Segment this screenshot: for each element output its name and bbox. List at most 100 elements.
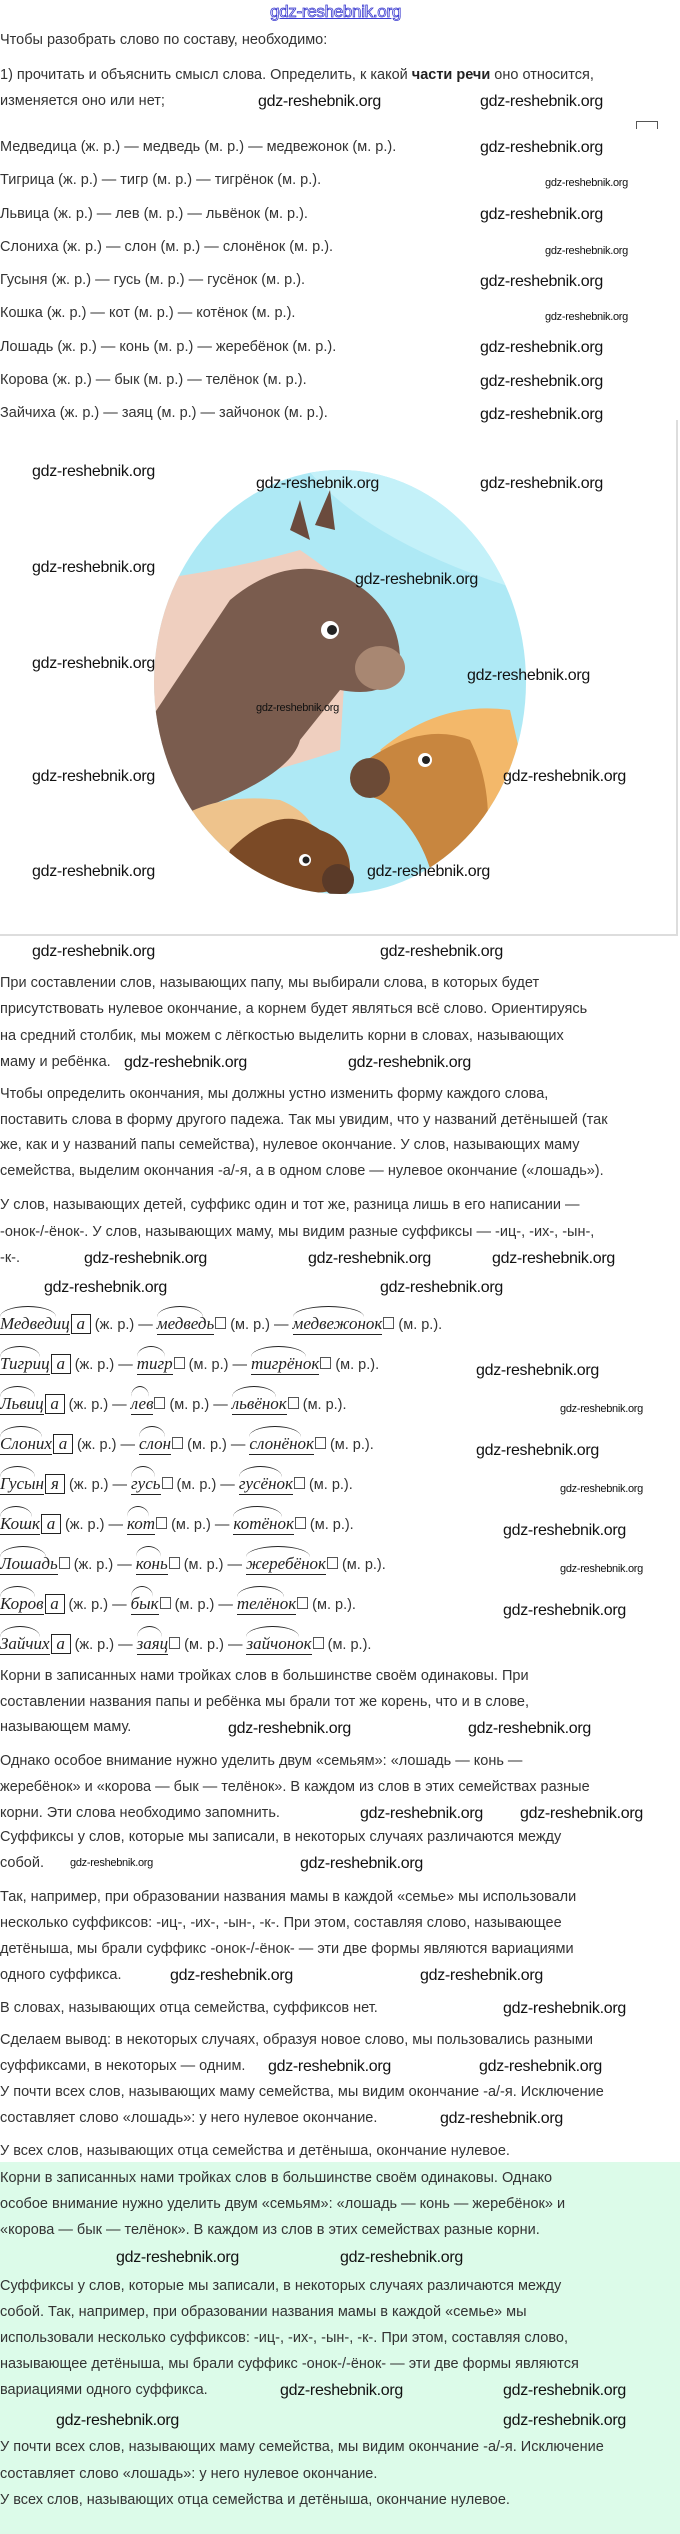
text-line: Львица (ж. р.) — лев (м. р.) — львёнок (… [0, 205, 308, 222]
ending-box: а [40, 1514, 61, 1534]
gender-label: (ж. р.) — [64, 1517, 123, 1533]
watermark: gdz-reshebnik.org [480, 206, 603, 223]
text-line: составляет слово «лошадь»: у него нулево… [0, 2465, 378, 2482]
analyzed-word: телёнок [236, 1586, 309, 1615]
text-line: В словах, называющих отца семейства, суф… [0, 2000, 378, 2016]
horses-illustration [154, 470, 526, 894]
summary-highlight [0, 2162, 680, 2534]
analyzed-word: кот [126, 1506, 168, 1535]
watermark: gdz-reshebnik.org [340, 2249, 463, 2266]
watermark: gdz-reshebnik.org [503, 2382, 626, 2399]
watermark: gdz-reshebnik.org [467, 667, 590, 684]
analyzed-word: лев [130, 1386, 166, 1415]
morpheme-row: Львиц а (ж. р.) — лев (м. р.) — львёнок (м. р.… [0, 1386, 351, 1428]
word-stem: лев [130, 1386, 154, 1415]
text-line: особое внимание нужно уделить двум «семь… [0, 2196, 566, 2212]
clipped-line [0, 121, 680, 127]
gender-label: (м. р.) — [230, 1317, 289, 1333]
text-line: У почти всех слов, называющих маму семей… [0, 2084, 604, 2100]
watermark: gdz-reshebnik.org [228, 1720, 351, 1737]
gender-label: (м. р.). [329, 1437, 374, 1453]
watermark: gdz-reshebnik.org [545, 311, 628, 323]
text-line: Однако особое внимание нужно уделить дву… [0, 1753, 523, 1769]
watermark: gdz-reshebnik.org [480, 406, 603, 423]
zero-ending-box [156, 1517, 168, 1529]
analyzed-word: бык [130, 1586, 171, 1615]
analyzed-word: Медведиц а [0, 1306, 91, 1335]
watermark: gdz-reshebnik.org [56, 2412, 179, 2429]
gender-label: (м. р.). [327, 1637, 372, 1653]
ending-box: а [50, 1634, 71, 1654]
gender-label: (м. р.). [308, 1477, 353, 1493]
text-line: -онок-/-ёнок-. У слов, называющих маму, … [0, 1223, 595, 1240]
paragraph-conclusion: Сделаем вывод: в некоторых случаях, обра… [0, 2028, 680, 2079]
gender-label: (м. р.) — [183, 1557, 243, 1573]
watermark: gdz-reshebnik.org [503, 2412, 626, 2429]
text-line: называющее детёныша, мы брали суффикс -о… [0, 2356, 579, 2372]
watermark: gdz-reshebnik.org [476, 1362, 599, 1379]
analyzed-word: гусь [131, 1466, 173, 1495]
word-stem: Львиц [0, 1386, 44, 1415]
zero-ending-box [287, 1397, 299, 1409]
gender-label: (м. р.). [302, 1397, 347, 1413]
gender-label: (ж. р.) — [68, 1597, 127, 1613]
text-line: Так, например, при образовании названия … [0, 1889, 577, 1905]
text-line: Гусыня (ж. р.) — гусь (м. р.) — гусёнок … [0, 272, 306, 289]
watermark: gdz-reshebnik.org [492, 1250, 615, 1267]
watermark: gdz-reshebnik.org [503, 1602, 626, 1619]
zero-ending-box [294, 1517, 306, 1529]
watermark: gdz-reshebnik.org [116, 2249, 239, 2266]
gender-label: (ж. р.) — [68, 1477, 128, 1493]
text-line: детёныша, мы брали суффикс -онок-/-ёнок-… [0, 1941, 574, 1957]
text-line: У всех слов, называющих отца семейства и… [0, 2143, 510, 2159]
gender-label: (ж. р.) — [68, 1397, 127, 1413]
zero-ending-box [159, 1597, 171, 1609]
word-stem: медведь [156, 1306, 215, 1335]
zero-ending-box [314, 1437, 326, 1449]
analyzed-word: гусёнок [238, 1466, 305, 1495]
text-line: поставить слова в форму другого падежа. … [0, 1111, 608, 1128]
word-stem: гусёнок [238, 1466, 293, 1495]
site-watermark-header: gdz-reshebnik.org [270, 2, 402, 22]
analyzed-word: Львиц а [0, 1386, 65, 1415]
morpheme-row: Гусын я (ж. р.) — гусь (м. р.) — гусёнок (м. р… [0, 1466, 357, 1508]
text-line: одного суффикса. [0, 1967, 122, 1983]
watermark: gdz-reshebnik.org [545, 177, 628, 189]
analyzed-word: медведь [156, 1306, 227, 1335]
text-line: Суффиксы у слов, которые мы записали, в … [0, 1829, 562, 1845]
summary-roots: Корни в записанных нами тройках слов в б… [0, 2165, 680, 2243]
watermark: gdz-reshebnik.org [480, 475, 603, 492]
watermark: gdz-reshebnik.org [545, 245, 628, 257]
step1-text-end: оно относится, [490, 67, 594, 83]
paragraph-suffix-example: Так, например, при образовании названия … [0, 1884, 680, 1988]
text-line: вариациями одного суффикса. [0, 2382, 208, 2398]
analyzed-word: тигр [136, 1346, 185, 1375]
text-line: составляет слово «лошадь»: у него нулево… [0, 2110, 378, 2126]
watermark: gdz-reshebnik.org [380, 1279, 503, 1296]
zero-ending-box [154, 1397, 166, 1409]
gender-label: (м. р.) — [188, 1357, 247, 1373]
watermark: gdz-reshebnik.org [503, 1522, 626, 1539]
watermark: gdz-reshebnik.org [256, 475, 379, 492]
analyzed-word: Лошадь [0, 1546, 70, 1575]
gender-label: (м. р.). [335, 1357, 380, 1373]
analyzed-word: Тигриц а [0, 1346, 71, 1375]
summary-mother-endings: У почти всех слов, называющих маму семей… [0, 2434, 680, 2487]
zero-ending-box [168, 1557, 180, 1569]
word-stem: телёнок [236, 1586, 297, 1615]
analyzed-word: медвежонок [292, 1306, 395, 1335]
text-line: У всех слов, называющих отца семейства и… [0, 2492, 510, 2508]
watermark: gdz-reshebnik.org [560, 1403, 643, 1415]
paragraph-zero-ending: При составлении слов, называющих папу, м… [0, 970, 680, 1075]
gender-label: (м. р.). [341, 1557, 386, 1573]
watermark: gdz-reshebnik.org [170, 1967, 293, 1984]
gender-label: (м. р.) — [169, 1397, 228, 1413]
gender-label: (м. р.). [309, 1517, 354, 1533]
watermark: gdz-reshebnik.org [480, 273, 603, 290]
watermark: gdz-reshebnik.org [44, 1279, 167, 1296]
text-line: несколько суффиксов: -иц-, -их-, -ын-, -… [0, 1915, 562, 1931]
zero-ending-box [172, 1437, 184, 1449]
watermark: gdz-reshebnik.org [70, 1857, 153, 1869]
word-list: Медведица (ж. р.) — медведь (м. р.) — ме… [0, 131, 680, 431]
text-line: Суффиксы у слов, которые мы записали, в … [0, 2278, 562, 2294]
